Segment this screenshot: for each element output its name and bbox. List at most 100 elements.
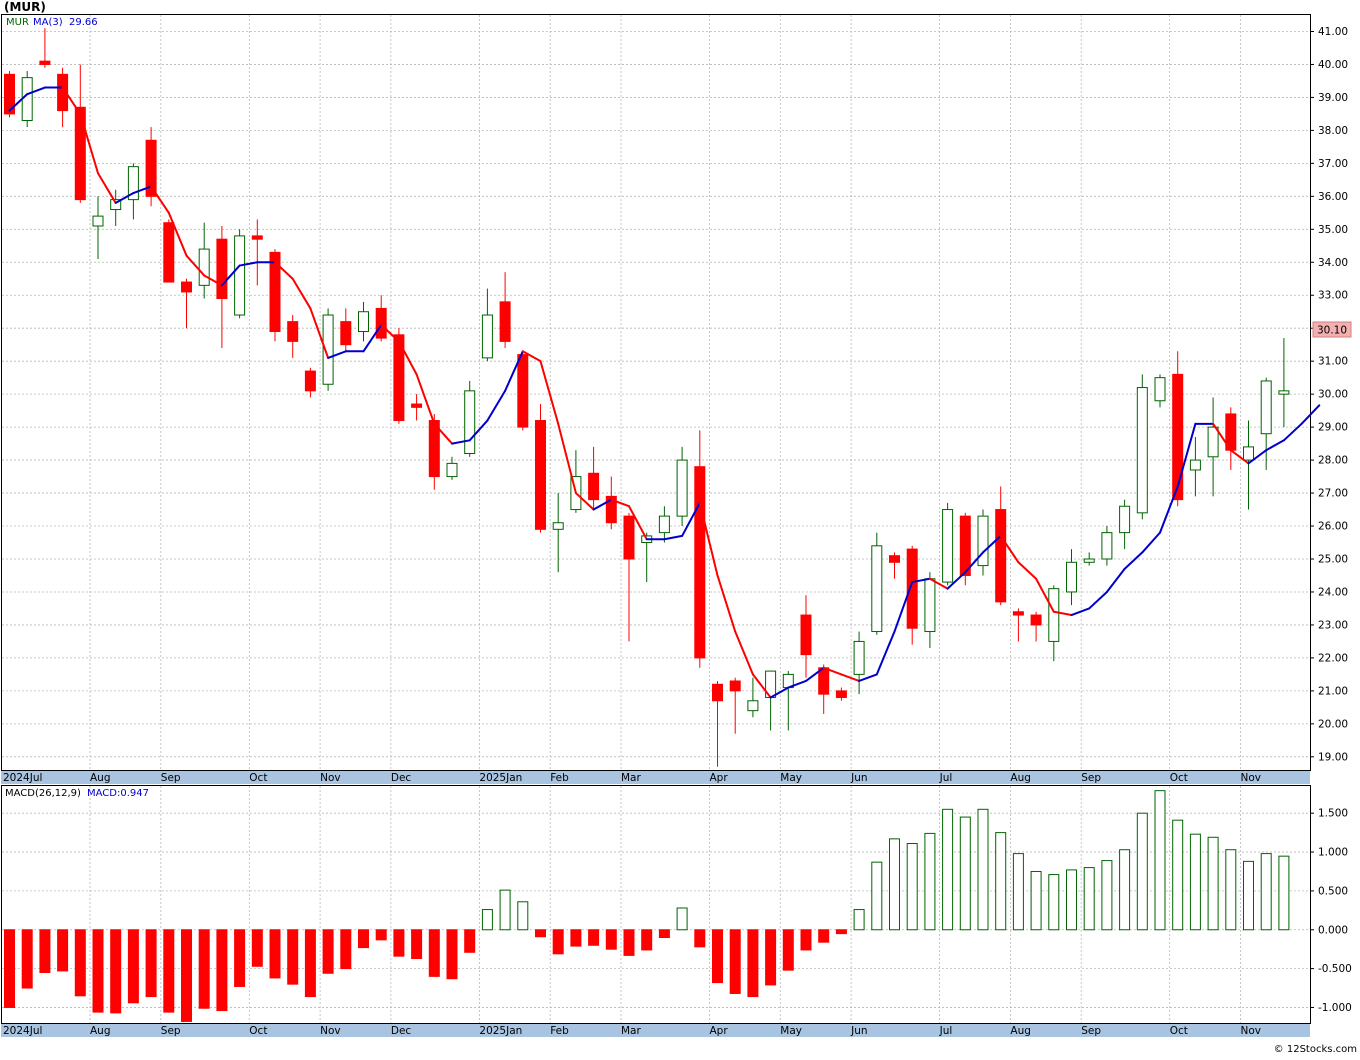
date-tick-label: Oct: [1170, 772, 1188, 784]
ma-segment: [628, 505, 648, 541]
ma-segment: [1176, 422, 1197, 488]
ma-segment: [911, 577, 931, 584]
date-tick-label: Sep: [161, 772, 181, 784]
price-tick-label: 40.00: [1318, 59, 1348, 71]
ma-segment: [468, 419, 489, 442]
macd-bar-negative: [570, 929, 582, 947]
ma-segment: [1070, 607, 1091, 617]
price-tick-label: 19.00: [1318, 751, 1348, 763]
ma-segment: [1247, 449, 1268, 465]
macd-tick-label: 0.500: [1318, 885, 1348, 897]
candle-down: [428, 420, 440, 478]
candle-down: [216, 238, 228, 300]
moving-average-line: [8, 86, 1321, 699]
macd-bar-positive: [1066, 869, 1077, 931]
date-tick-label: Nov: [1241, 1025, 1262, 1037]
date-tick-label: Mar: [621, 1025, 641, 1037]
ma-segment: [238, 261, 259, 267]
ma-segment: [1035, 577, 1055, 613]
date-tick-label: May: [780, 772, 802, 784]
ma-segment: [203, 274, 223, 287]
macd-bar-negative: [623, 929, 635, 956]
legend-ma-value: 29.66: [69, 17, 98, 28]
candle-down: [906, 548, 918, 629]
ma-segment: [1300, 404, 1321, 425]
macd-bar-negative: [287, 929, 299, 985]
candle-up: [1207, 426, 1219, 458]
macd-bar-positive: [1225, 849, 1237, 931]
date-tick-label: Jun: [850, 772, 867, 784]
candle-down: [57, 73, 69, 112]
macd-bar-negative: [588, 929, 600, 946]
macd-bar-positive: [1030, 870, 1042, 931]
candle-down: [39, 60, 51, 65]
price-tick-label: 34.00: [1318, 257, 1348, 269]
candle-up: [127, 166, 139, 201]
candle-down: [181, 281, 192, 293]
price-tick-label: 31.00: [1318, 356, 1348, 368]
date-tick-label: Nov: [320, 1025, 341, 1037]
macd-bar-positive: [889, 838, 900, 931]
ma-segment: [1141, 531, 1161, 554]
date-axis-bottom: 2024Jul Aug Sep Oct Nov Dec 2025Jan Feb Mar Apr Ma…: [1, 1024, 1310, 1037]
date-tick-label: Aug: [1010, 1025, 1031, 1037]
macd-bar-positive: [1260, 853, 1272, 931]
price-tick-label: 30.00: [1318, 389, 1348, 401]
ma-segment: [822, 666, 843, 676]
macd-bar-positive: [977, 808, 989, 931]
candle-down: [889, 555, 900, 563]
price-tick-label: 33.00: [1318, 290, 1348, 302]
ma-segment: [150, 185, 170, 214]
date-tick-label: 2024Jul: [3, 1025, 42, 1037]
candle-up: [21, 77, 33, 122]
ma-segment: [1229, 449, 1250, 465]
ma-segment: [291, 277, 312, 310]
date-tick-label: Aug: [1010, 772, 1031, 784]
candle-up: [198, 248, 210, 286]
macd-bar-positive: [853, 909, 865, 931]
date-tick-label: Sep: [1081, 1025, 1101, 1037]
date-tick-label: Nov: [1241, 772, 1262, 784]
macd-panel: -1.000 -0.500 0.000 0.500 1.000 1.500 MACD(26…: [1, 785, 1352, 1024]
ma-segment: [805, 666, 825, 682]
candle-down: [729, 680, 741, 692]
macd-bar-negative: [251, 929, 263, 967]
macd-bar-positive: [924, 832, 936, 931]
macd-tick-label: 1.500: [1318, 808, 1348, 820]
macd-bar-negative: [464, 929, 476, 953]
macd-bar-positive: [1243, 860, 1254, 931]
candle-down: [605, 495, 617, 524]
macd-bar-negative: [694, 929, 706, 948]
macd-bar-negative: [163, 929, 175, 1013]
candle-down: [694, 466, 706, 659]
macd-bar-negative: [269, 929, 281, 979]
price-tick-label: 37.00: [1318, 158, 1348, 170]
candle-up: [871, 545, 883, 633]
macd-bar-negative: [39, 929, 51, 973]
macd-bar-negative: [198, 929, 210, 1009]
candle-down: [499, 301, 511, 342]
ma-segment: [415, 373, 436, 425]
ma-segment: [451, 439, 471, 445]
macd-bar-negative: [74, 929, 86, 997]
date-axis-top: 2024Jul Aug Sep Oct Nov Dec 2025Jan Feb Mar Apr Ma…: [1, 771, 1310, 784]
ma-segment: [1282, 422, 1303, 442]
candle-down: [74, 106, 86, 201]
macd-bar-negative: [605, 929, 617, 950]
candle-up: [1136, 387, 1148, 514]
macd-bar-negative: [340, 929, 352, 970]
candle-down: [393, 334, 405, 422]
date-tick-label: 2025Jan: [479, 772, 522, 784]
ma-segment: [751, 673, 772, 699]
ma-segment: [858, 673, 878, 682]
macd-bar-negative: [57, 929, 69, 972]
candle-up: [676, 459, 688, 517]
candle-up: [942, 509, 954, 583]
ma-segment: [309, 307, 330, 359]
candle-up: [322, 314, 334, 385]
ma-segment: [362, 323, 383, 353]
ma-segment: [521, 350, 542, 363]
macd-bar-positive: [1136, 812, 1148, 931]
macd-bar-negative: [4, 929, 15, 1008]
candle-up: [1119, 505, 1131, 534]
